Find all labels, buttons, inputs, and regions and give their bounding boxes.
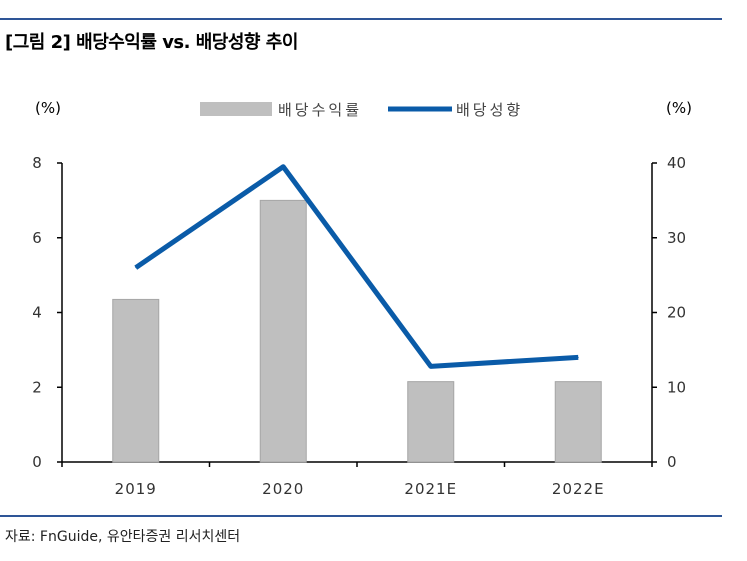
left-y-tick-label: 4	[32, 304, 42, 322]
line-point-2022e	[577, 356, 579, 358]
right-y-tick-label: 40	[667, 154, 686, 172]
legend: 배당수익률 배당성향	[200, 101, 523, 119]
figure-title: [그림 2] 배당수익률 vs. 배당성향 추이	[5, 32, 298, 53]
x-axis-tick-labels: 2019 2020 2021E 2022E	[115, 480, 605, 498]
right-axis-unit-label: (%)	[666, 99, 692, 117]
legend-line-label: 배당성향	[456, 101, 523, 119]
bar-series	[112, 199, 602, 463]
source-note: 자료: FnGuide, 유안타증권 리서치센터	[5, 529, 241, 545]
line-point-2020	[282, 166, 284, 168]
bar-2019	[112, 298, 160, 463]
line-series	[134, 164, 579, 369]
x-tick-label-2021e: 2021E	[404, 480, 457, 498]
bar-2020	[259, 199, 307, 463]
x-tick-label-2019: 2019	[115, 480, 157, 498]
bottom-rule	[0, 515, 722, 517]
right-y-tick-label: 30	[667, 229, 686, 247]
bar-2021e	[407, 381, 455, 463]
right-y-tick-label: 20	[667, 304, 686, 322]
right-y-tick-label: 10	[667, 378, 686, 396]
top-rule	[0, 18, 722, 20]
line-point-2019	[135, 267, 137, 269]
left-axis-unit-label: (%)	[35, 99, 61, 117]
axes: 0 2 4 6 8 0 10 20 30 40	[32, 154, 686, 471]
payout-ratio-line	[134, 164, 579, 369]
left-y-tick-label: 8	[32, 154, 42, 172]
legend-bar-label: 배당수익률	[278, 101, 362, 119]
left-y-tick-label: 2	[32, 378, 42, 396]
legend-bar-swatch	[200, 102, 272, 116]
x-tick-label-2022e: 2022E	[552, 480, 605, 498]
left-y-tick-label: 0	[32, 453, 42, 471]
x-tick-label-2020: 2020	[262, 480, 304, 498]
right-y-tick-label: 0	[667, 453, 677, 471]
bar-2022e	[554, 381, 602, 463]
left-y-tick-label: 6	[32, 229, 42, 247]
line-point-2021e	[430, 365, 432, 367]
